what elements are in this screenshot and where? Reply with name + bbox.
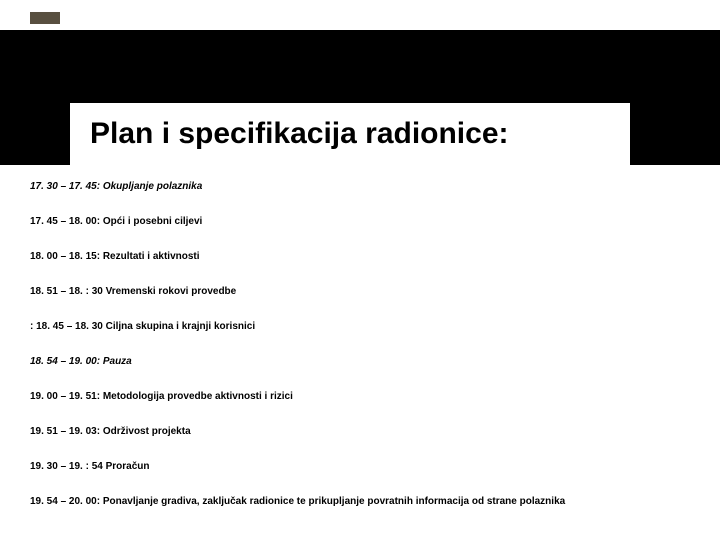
schedule-item: 18. 00 – 18. 15: Rezultati i aktivnosti <box>30 250 690 263</box>
schedule-item: 17. 30 – 17. 45: Okupljanje polaznika <box>30 180 690 193</box>
schedule-item: 19. 30 – 19. : 54 Proračun <box>30 460 690 473</box>
schedule-item: 18. 51 – 18. : 30 Vremenski rokovi prove… <box>30 285 690 298</box>
schedule-item: 19. 54 – 20. 00: Ponavljanje gradiva, za… <box>30 495 690 508</box>
schedule-item: 17. 45 – 18. 00: Opći i posebni ciljevi <box>30 215 690 228</box>
schedule-item: 19. 00 – 19. 51: Metodologija provedbe a… <box>30 390 690 403</box>
schedule-list: 17. 30 – 17. 45: Okupljanje polaznika 17… <box>30 180 690 530</box>
accent-bar <box>30 12 60 24</box>
title-box: Plan i specifikacija radionice: <box>70 103 630 165</box>
schedule-item: 19. 51 – 19. 03: Održivost projekta <box>30 425 690 438</box>
slide-title: Plan i specifikacija radionice: <box>90 117 509 151</box>
schedule-item: : 18. 45 – 18. 30 Ciljna skupina i krajn… <box>30 320 690 333</box>
schedule-item: 18. 54 – 19. 00: Pauza <box>30 355 690 368</box>
